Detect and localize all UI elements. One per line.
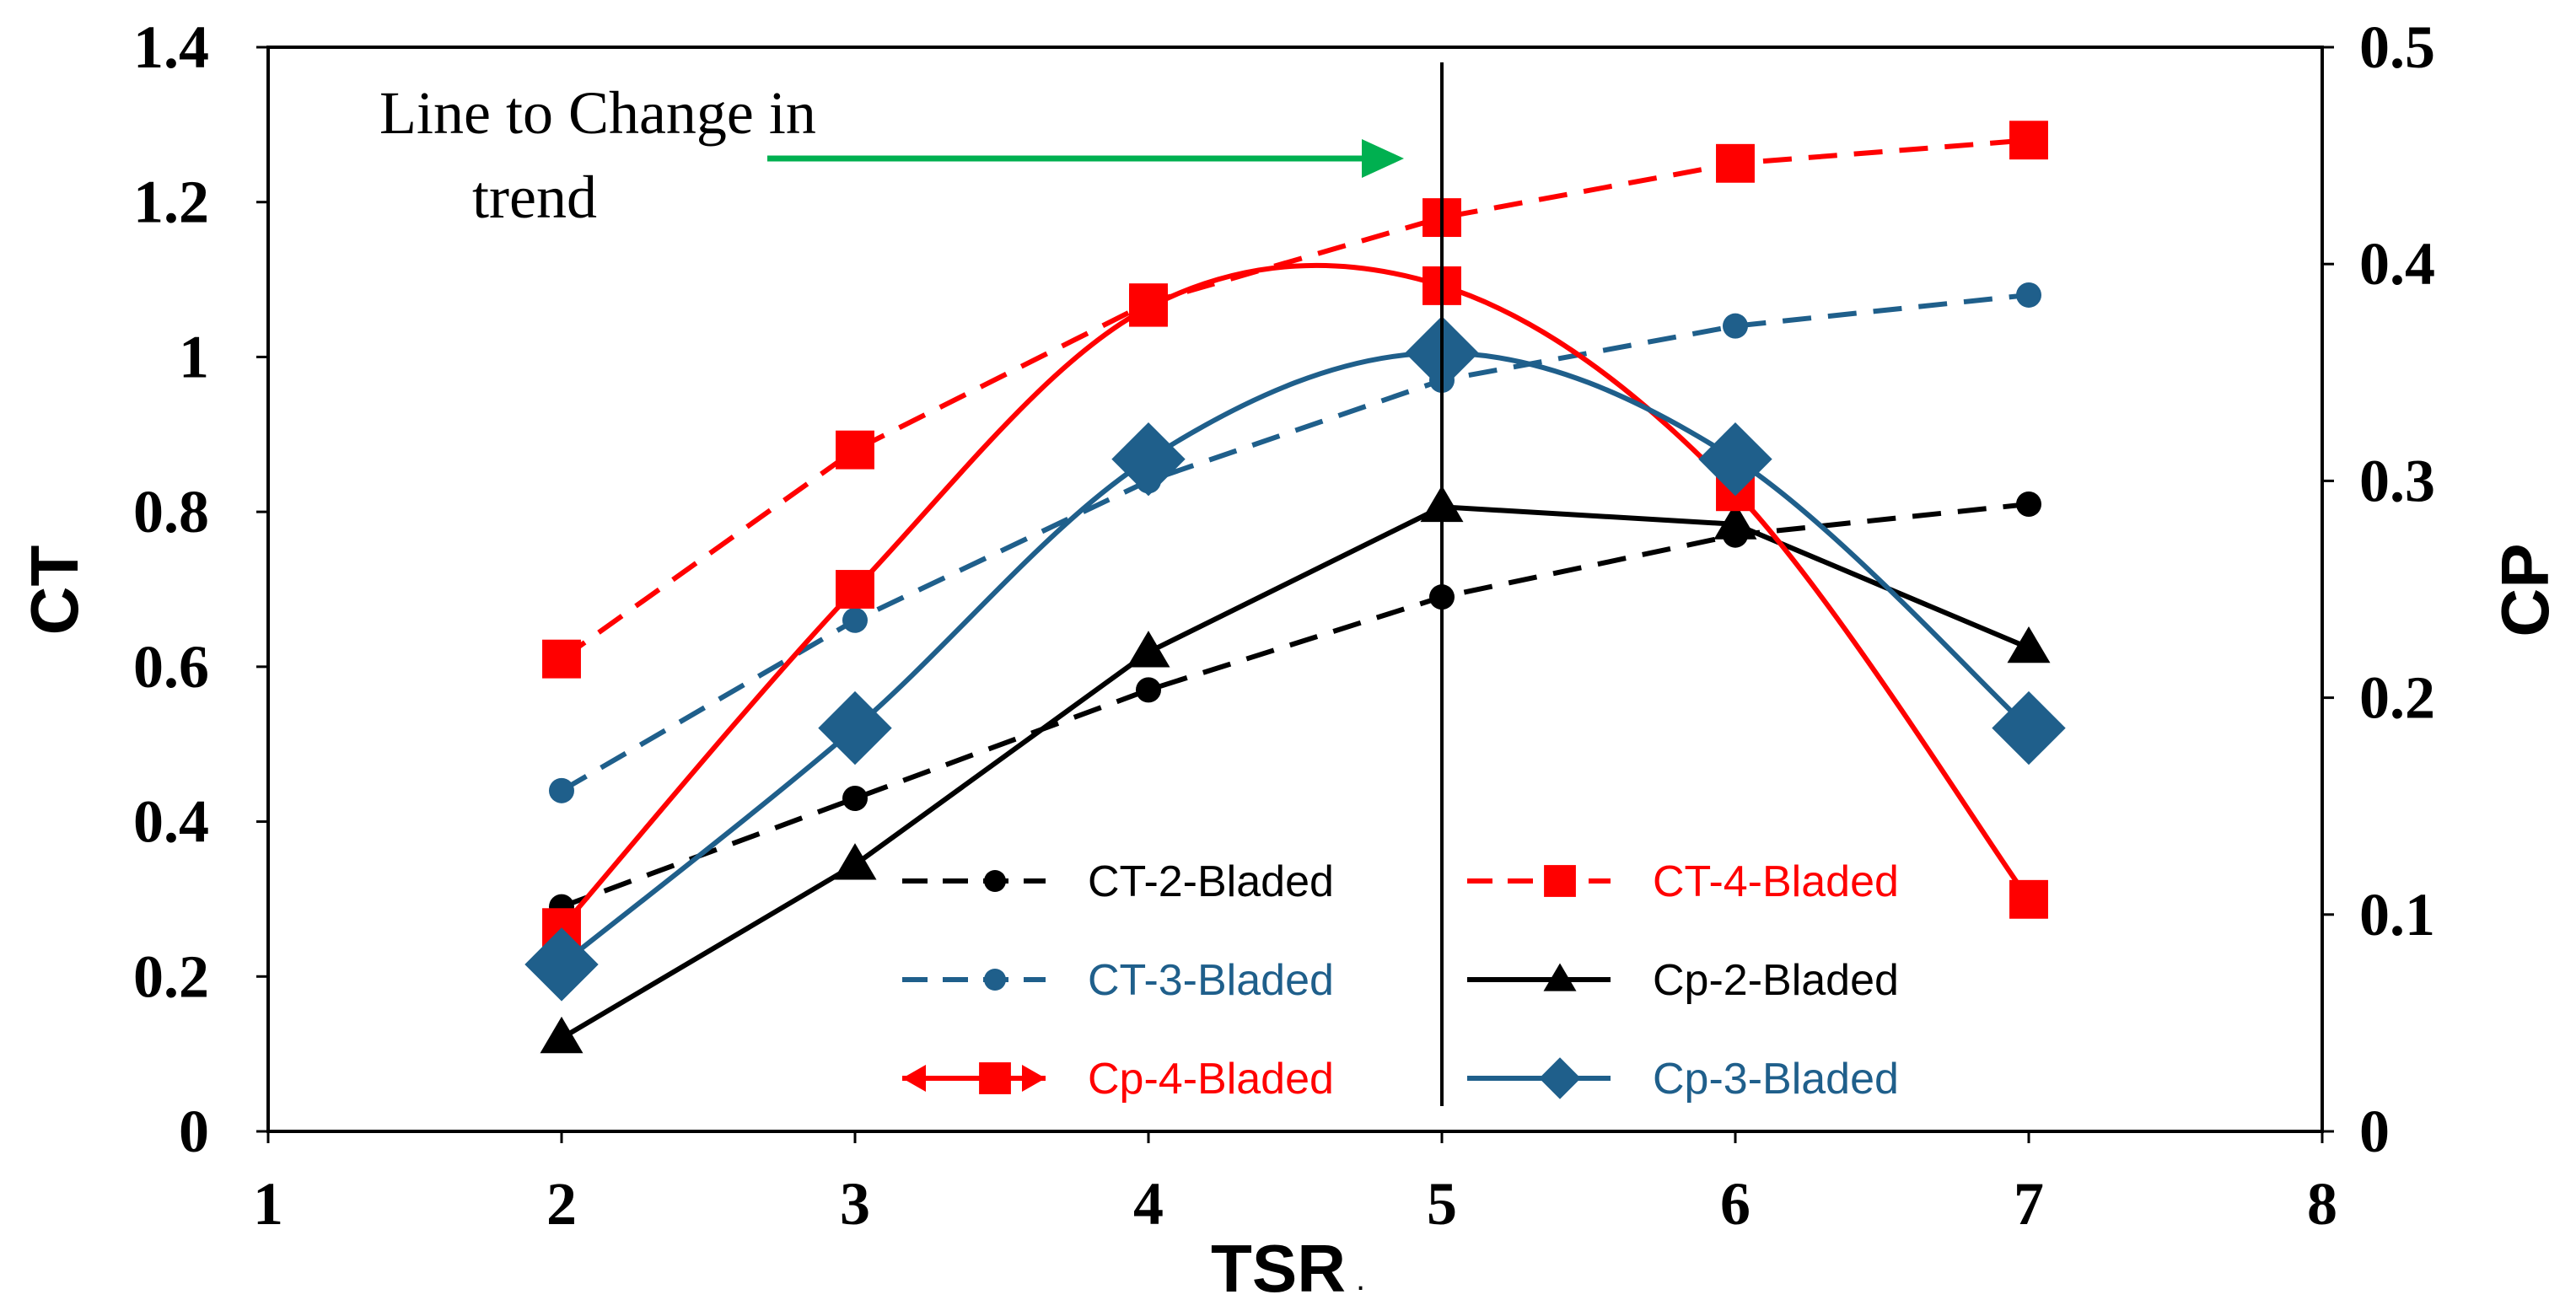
data-point	[2009, 879, 2048, 919]
legend-marker	[1544, 865, 1576, 897]
x-tick-label: 7	[2014, 1170, 2044, 1238]
data-point	[818, 690, 892, 765]
y-right-tick-label: 0.1	[2359, 881, 2435, 948]
y-right-tick-label: 0.4	[2359, 230, 2435, 298]
series-line	[560, 292, 2030, 793]
series-line	[560, 350, 2031, 967]
x-tick-label: 3	[840, 1170, 870, 1238]
y-left-tick-label: 0.2	[133, 943, 209, 1010]
legend: CT-2-Bladed CT-4-Bladed CT-3-Bladed Cp-2-Bl…	[902, 857, 1899, 1104]
legend-label: CT-2-Bladed	[1088, 857, 1334, 906]
legend-marker	[984, 870, 1006, 892]
x-axis-ticks: 1 2 3 4 5 6 7 8	[253, 1131, 2337, 1238]
data-point	[2016, 491, 2041, 517]
y-left-tick-label: 0	[179, 1098, 209, 1165]
legend-marker	[1539, 1057, 1581, 1099]
y-left-tick-label: 0.6	[133, 633, 209, 701]
series-layer	[524, 121, 2066, 1054]
y-right-tick-label: 0.5	[2359, 13, 2435, 81]
data-point	[1129, 287, 1168, 327]
series-Cp-3-Bladed	[524, 315, 2066, 1002]
x-tick-label: 1	[253, 1170, 283, 1238]
data-point	[836, 570, 874, 609]
data-point	[1127, 631, 1170, 668]
legend-item: Cp-3-Bladed	[1467, 1055, 1899, 1104]
data-point	[524, 927, 599, 1002]
annotation-line-1: Line to Change in	[379, 79, 816, 147]
data-point	[1111, 422, 1186, 497]
data-point	[842, 786, 868, 812]
data-point	[542, 639, 581, 679]
y-right-tick-label: 0.2	[2359, 664, 2435, 732]
data-point	[1992, 690, 2066, 765]
data-point	[2007, 626, 2051, 663]
data-point	[1723, 313, 1748, 339]
data-point	[842, 607, 868, 633]
x-axis-title: TSR	[1211, 1231, 1346, 1306]
series-CT-2-Bladed	[549, 491, 2041, 920]
y-right-axis-ticks: 0 0.1 0.2 0.3 0.4 0.5	[2322, 13, 2435, 1165]
legend-item: CT-2-Bladed	[902, 857, 1334, 906]
y-right-tick-label: 0.3	[2359, 447, 2435, 514]
x-tick-label: 4	[1133, 1170, 1164, 1238]
x-tick-label: 8	[2307, 1170, 2337, 1238]
legend-marker	[984, 969, 1006, 991]
series-line	[559, 262, 2031, 930]
legend-item: CT-4-Bladed	[1467, 857, 1899, 906]
data-point	[2009, 121, 2048, 160]
annotation-arrow	[767, 139, 1404, 178]
legend-marker	[1543, 963, 1577, 991]
y-left-tick-label: 0.4	[133, 788, 209, 856]
data-point	[833, 843, 877, 880]
y-left-tick-label: 1.4	[133, 13, 209, 81]
legend-item: Cp-2-Bladed	[1467, 956, 1899, 1005]
series-line	[560, 137, 2030, 662]
legend-arrow-right	[1022, 1065, 1046, 1092]
legend-label: CT-3-Bladed	[1088, 956, 1334, 1005]
data-point	[549, 777, 574, 803]
legend-label: Cp-2-Bladed	[1653, 956, 1899, 1005]
data-point	[1716, 143, 1755, 183]
y-right-tick-label: 0	[2359, 1098, 2390, 1165]
data-point	[1713, 502, 1757, 540]
legend-label: Cp-4-Bladed	[1088, 1055, 1334, 1104]
legend-item: CT-3-Bladed	[902, 956, 1334, 1005]
data-point	[2016, 282, 2041, 308]
y-left-axis-ticks: 0 0.2 0.4 0.6 0.8 1 1.2 1.4	[133, 13, 268, 1165]
legend-marker	[979, 1062, 1011, 1094]
x-tick-label: 5	[1427, 1170, 1457, 1238]
legend-label: Cp-3-Bladed	[1653, 1055, 1899, 1104]
x-tick-label: 2	[546, 1170, 577, 1238]
data-point	[540, 1016, 583, 1054]
annotation-line-2: trend	[472, 164, 597, 231]
legend-arrow-left	[902, 1065, 926, 1092]
legend-label: CT-4-Bladed	[1653, 857, 1899, 906]
legend-item: Cp-4-Bladed	[902, 1055, 1334, 1104]
series-line	[560, 501, 2030, 910]
data-point	[836, 430, 874, 470]
x-tick-label: 6	[1720, 1170, 1750, 1238]
y-left-tick-label: 1	[179, 323, 209, 390]
data-point	[1698, 422, 1772, 497]
series-Cp-2-Bladed	[540, 485, 2051, 1054]
y-left-tick-label: 0.8	[133, 478, 209, 545]
y-right-axis-title: CP	[2487, 543, 2563, 637]
data-point	[1136, 677, 1161, 703]
y-left-tick-label: 1.2	[133, 169, 209, 236]
x-axis-title-suffix: .	[1356, 1260, 1365, 1297]
plot-area	[266, 46, 2324, 1133]
y-left-axis-title: CT	[17, 545, 92, 636]
